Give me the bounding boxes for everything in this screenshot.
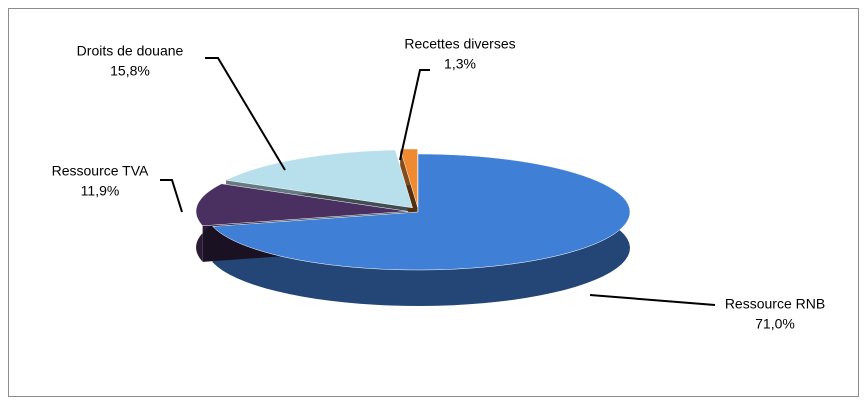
leader-line <box>205 57 286 171</box>
leader-line <box>589 294 716 306</box>
slice <box>195 183 409 227</box>
slice <box>212 153 631 271</box>
slice <box>225 149 413 209</box>
slice-value-label: 11,9% <box>81 183 120 199</box>
slice-value-label: 15,8% <box>110 63 150 79</box>
slice-value-label: 71,0% <box>755 316 795 332</box>
leader-line <box>399 69 430 161</box>
slice-label: Droits de douane <box>77 43 184 59</box>
slice-label: Ressource TVA <box>52 163 149 179</box>
slice-label: Ressource RNB <box>725 296 825 312</box>
slice-label: Recettes diverses <box>404 36 515 52</box>
slice-value-label: 1,3% <box>444 56 476 72</box>
leader-line <box>160 179 183 213</box>
